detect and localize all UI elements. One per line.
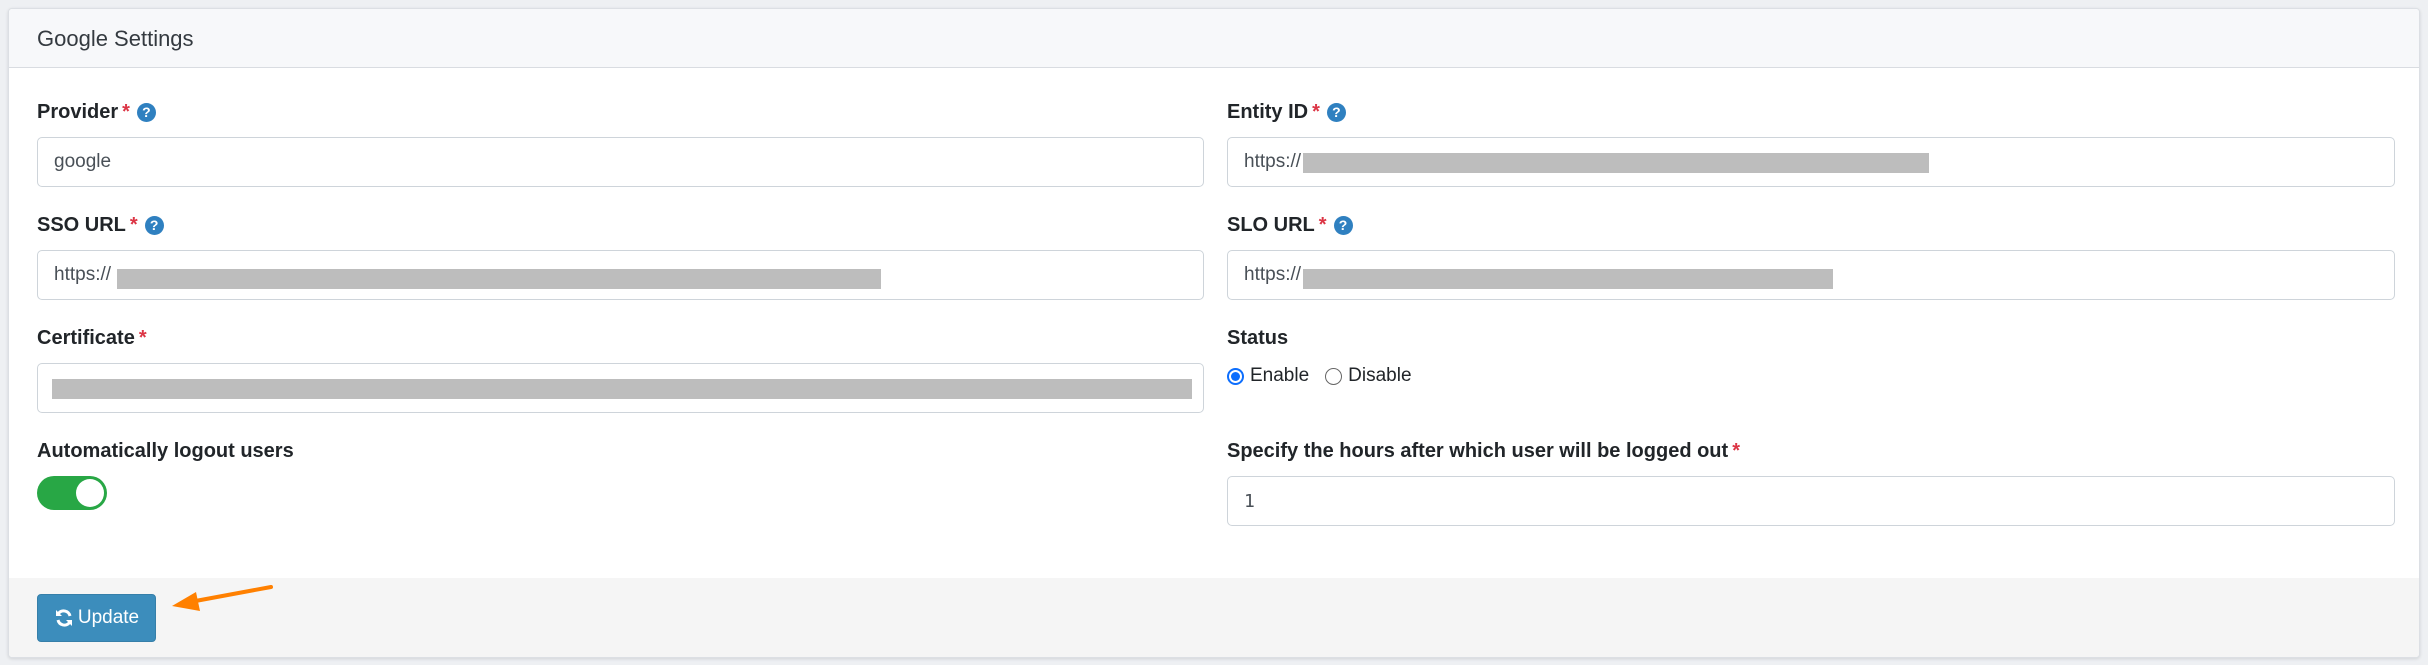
auto-logout-label: Automatically logout users — [37, 440, 294, 462]
card-footer — [9, 578, 2419, 657]
slo-url-value: https:// — [1244, 264, 1302, 285]
entity-id-label: Entity ID *? — [1227, 101, 1346, 124]
google-settings-card: Google Settings Provider *? google Entity… — [8, 8, 2420, 658]
card-header: Google Settings — [9, 9, 2419, 68]
required-marker: * — [1318, 214, 1327, 236]
radio-label: Enable — [1250, 365, 1310, 386]
sso-url-label-text: SSO URL — [37, 214, 126, 236]
update-label: Update — [77, 607, 140, 628]
card-title: Google Settings — [37, 26, 194, 51]
slo-url-label: SLO URL *? — [1227, 214, 1353, 237]
help-icon[interactable]: ? — [136, 103, 156, 122]
refresh-icon — [55, 609, 72, 627]
redacted-value — [52, 379, 1192, 399]
entity-id-value: https:// — [1244, 151, 1302, 172]
radio-checked-icon[interactable] — [1227, 367, 1244, 385]
required-marker: * — [122, 101, 130, 123]
provider-label-text: Provider — [37, 101, 119, 123]
help-icon[interactable]: ? — [1333, 216, 1353, 235]
provider-input[interactable]: google — [37, 137, 1204, 187]
radio-label: Disable — [1348, 365, 1412, 386]
status-label: Status — [1227, 327, 1289, 349]
help-icon[interactable]: ? — [144, 216, 164, 235]
radio-unchecked-icon[interactable] — [1325, 367, 1343, 385]
redacted-value — [1303, 153, 1929, 173]
certificate-label: Certificate * — [37, 327, 147, 350]
slo-url-label-text: SLO URL — [1227, 214, 1315, 236]
redacted-value — [1303, 269, 1833, 289]
status-radio-group: Enable Disable — [1227, 365, 1428, 387]
required-marker: * — [1312, 101, 1320, 123]
update-button[interactable]: Update — [37, 594, 156, 642]
status-disable-radio[interactable]: Disable — [1325, 365, 1412, 387]
help-icon[interactable]: ? — [1326, 103, 1346, 122]
provider-label: Provider *? — [37, 101, 156, 124]
required-marker: * — [129, 214, 138, 236]
sso-url-value: https:// — [54, 264, 112, 285]
required-marker: * — [138, 327, 147, 349]
sso-url-label: SSO URL *? — [37, 214, 164, 237]
logout-hours-label-text: Specify the hours after which user will … — [1227, 440, 1729, 462]
logout-hours-input[interactable]: 1 — [1227, 476, 2395, 526]
logout-hours-label: Specify the hours after which user will … — [1227, 440, 1740, 463]
auto-logout-toggle[interactable] — [37, 476, 107, 510]
toggle-knob — [76, 479, 104, 507]
redacted-value — [117, 269, 881, 289]
required-marker: * — [1732, 440, 1740, 462]
certificate-label-text: Certificate — [37, 327, 135, 349]
entity-id-label-text: Entity ID — [1227, 101, 1309, 123]
status-enable-radio[interactable]: Enable — [1227, 365, 1309, 387]
